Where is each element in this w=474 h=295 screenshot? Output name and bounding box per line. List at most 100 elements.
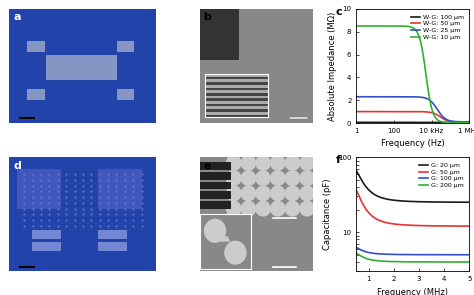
Line: W-G: 50 μm: W-G: 50 μm bbox=[356, 112, 469, 122]
Line: G: 50 μm: G: 50 μm bbox=[356, 190, 469, 226]
G: 200 μm: (4.19, 4.01): 200 μm: (4.19, 4.01) bbox=[446, 260, 452, 264]
Circle shape bbox=[226, 185, 242, 201]
Circle shape bbox=[299, 170, 315, 186]
Bar bbox=[200, 182, 231, 189]
Circle shape bbox=[226, 201, 242, 217]
W-G: 10 μm: (7.17e+05, 0.04): 10 μm: (7.17e+05, 0.04) bbox=[464, 121, 469, 124]
Circle shape bbox=[299, 185, 315, 201]
G: 200 μm: (2.66, 4.02): 200 μm: (2.66, 4.02) bbox=[408, 260, 413, 264]
G: 50 μm: (5, 12.1): 50 μm: (5, 12.1) bbox=[466, 224, 472, 228]
Circle shape bbox=[226, 170, 242, 186]
Line: W-G: 25 μm: W-G: 25 μm bbox=[356, 97, 469, 122]
W-G: 25 μm: (8.28e+04, 0.221): 25 μm: (8.28e+04, 0.221) bbox=[446, 119, 452, 122]
W-G: 50 μm: (707, 0.999): 50 μm: (707, 0.999) bbox=[407, 110, 413, 113]
G: 50 μm: (0.5, 36.6): 50 μm: (0.5, 36.6) bbox=[354, 188, 359, 192]
W-G: 100 μm: (1.76e+03, 0.06): 100 μm: (1.76e+03, 0.06) bbox=[415, 121, 420, 124]
Circle shape bbox=[226, 155, 242, 171]
Text: a: a bbox=[14, 12, 21, 22]
G: 100 μm: (4.19, 5.01): 100 μm: (4.19, 5.01) bbox=[446, 253, 452, 256]
W-G: 25 μm: (1, 2.3): 25 μm: (1, 2.3) bbox=[354, 95, 359, 99]
Circle shape bbox=[284, 155, 301, 171]
G: 100 μm: (2.64, 5.02): 100 μm: (2.64, 5.02) bbox=[407, 253, 413, 256]
G: 50 μm: (2.66, 12.4): 50 μm: (2.66, 12.4) bbox=[408, 224, 413, 227]
Text: d: d bbox=[14, 161, 22, 171]
Circle shape bbox=[270, 185, 286, 201]
G: 50 μm: (4.19, 12.1): 50 μm: (4.19, 12.1) bbox=[446, 224, 452, 228]
Circle shape bbox=[270, 201, 286, 217]
Bar bbox=[98, 230, 127, 240]
G: 50 μm: (2.93, 12.3): 50 μm: (2.93, 12.3) bbox=[415, 224, 420, 227]
W-G: 100 μm: (707, 0.06): 100 μm: (707, 0.06) bbox=[407, 121, 413, 124]
G: 100 μm: (2.93, 5.02): 100 μm: (2.93, 5.02) bbox=[415, 253, 420, 256]
W-G: 50 μm: (1e+06, 0.0608): 50 μm: (1e+06, 0.0608) bbox=[466, 121, 472, 124]
Circle shape bbox=[255, 201, 271, 217]
W-G: 50 μm: (1.76e+03, 0.997): 50 μm: (1.76e+03, 0.997) bbox=[415, 110, 420, 113]
W-G: 100 μm: (7.17e+05, 0.0301): 100 μm: (7.17e+05, 0.0301) bbox=[464, 121, 469, 124]
Bar bbox=[117, 41, 134, 52]
G: 20 μm: (4.89, 25.1): 20 μm: (4.89, 25.1) bbox=[464, 200, 469, 204]
G: 20 μm: (3.18, 25.4): 20 μm: (3.18, 25.4) bbox=[421, 200, 427, 204]
W-G: 100 μm: (8.28e+04, 0.038): 100 μm: (8.28e+04, 0.038) bbox=[446, 121, 452, 124]
G: 200 μm: (2.64, 4.02): 200 μm: (2.64, 4.02) bbox=[407, 260, 413, 264]
W-G: 50 μm: (769, 0.999): 50 μm: (769, 0.999) bbox=[408, 110, 413, 113]
Circle shape bbox=[255, 185, 271, 201]
Circle shape bbox=[240, 155, 256, 171]
Bar bbox=[200, 172, 231, 179]
W-G: 25 μm: (7.17e+05, 0.102): 25 μm: (7.17e+05, 0.102) bbox=[464, 120, 469, 124]
W-G: 10 μm: (1, 8.5): 10 μm: (1, 8.5) bbox=[354, 24, 359, 28]
Circle shape bbox=[240, 201, 256, 217]
W-G: 50 μm: (3.73e+03, 0.986): 50 μm: (3.73e+03, 0.986) bbox=[421, 110, 427, 114]
W-G: 100 μm: (769, 0.06): 100 μm: (769, 0.06) bbox=[408, 121, 413, 124]
Text: c: c bbox=[336, 6, 343, 17]
Circle shape bbox=[284, 201, 301, 217]
W-G: 10 μm: (3.73e+03, 5.76): 10 μm: (3.73e+03, 5.76) bbox=[421, 55, 427, 59]
Line: W-G: 10 μm: W-G: 10 μm bbox=[356, 26, 469, 122]
G: 20 μm: (4.19, 25.2): 20 μm: (4.19, 25.2) bbox=[446, 200, 452, 204]
Bar bbox=[27, 41, 45, 52]
Circle shape bbox=[255, 155, 271, 171]
G: 20 μm: (2.93, 25.6): 20 μm: (2.93, 25.6) bbox=[415, 200, 420, 204]
G: 20 μm: (0.5, 66.2): 20 μm: (0.5, 66.2) bbox=[354, 169, 359, 173]
Circle shape bbox=[240, 185, 256, 201]
Circle shape bbox=[270, 155, 286, 171]
Bar bbox=[117, 89, 134, 100]
Line: G: 200 μm: G: 200 μm bbox=[356, 253, 469, 262]
W-G: 50 μm: (7.17e+05, 0.0616): 50 μm: (7.17e+05, 0.0616) bbox=[464, 121, 469, 124]
W-G: 10 μm: (1e+06, 0.04): 10 μm: (1e+06, 0.04) bbox=[466, 121, 472, 124]
Text: e: e bbox=[203, 161, 211, 171]
W-G: 25 μm: (707, 2.3): 25 μm: (707, 2.3) bbox=[407, 95, 413, 99]
Bar bbox=[46, 55, 117, 80]
Bar bbox=[200, 201, 231, 209]
Circle shape bbox=[240, 170, 256, 186]
W-G: 10 μm: (8.28e+04, 0.0476): 10 μm: (8.28e+04, 0.0476) bbox=[446, 121, 452, 124]
Circle shape bbox=[270, 170, 286, 186]
G: 100 μm: (2.66, 5.02): 100 μm: (2.66, 5.02) bbox=[408, 253, 413, 256]
Circle shape bbox=[284, 185, 301, 201]
W-G: 10 μm: (1.76e+03, 7.92): 10 μm: (1.76e+03, 7.92) bbox=[415, 31, 420, 35]
Text: b: b bbox=[203, 12, 211, 22]
Bar bbox=[27, 89, 45, 100]
Bar bbox=[200, 191, 231, 199]
Circle shape bbox=[284, 170, 301, 186]
Legend: W-G: 100 μm, W-G: 50 μm, W-G: 25 μm, W-G: 10 μm: W-G: 100 μm, W-G: 50 μm, W-G: 25 μm, W-G… bbox=[408, 12, 466, 42]
Circle shape bbox=[299, 155, 315, 171]
G: 20 μm: (5, 25.1): 20 μm: (5, 25.1) bbox=[466, 201, 472, 204]
G: 100 μm: (4.89, 5): 100 μm: (4.89, 5) bbox=[464, 253, 469, 257]
W-G: 25 μm: (1e+06, 0.101): 25 μm: (1e+06, 0.101) bbox=[466, 120, 472, 124]
Legend: G: 20 μm, G: 50 μm, G: 100 μm, G: 200 μm: G: 20 μm, G: 50 μm, G: 100 μm, G: 200 μm bbox=[416, 160, 466, 191]
Bar bbox=[31, 242, 61, 251]
G: 200 μm: (4.89, 4): 200 μm: (4.89, 4) bbox=[464, 260, 469, 264]
X-axis label: Frequency (Hz): Frequency (Hz) bbox=[381, 140, 445, 148]
Circle shape bbox=[299, 201, 315, 217]
W-G: 50 μm: (8.28e+04, 0.169): 50 μm: (8.28e+04, 0.169) bbox=[446, 119, 452, 123]
Y-axis label: Capacitance (pF): Capacitance (pF) bbox=[323, 178, 332, 250]
X-axis label: Frequency (MHz): Frequency (MHz) bbox=[377, 288, 448, 295]
G: 100 μm: (0.5, 6.27): 100 μm: (0.5, 6.27) bbox=[354, 246, 359, 249]
W-G: 100 μm: (1, 0.06): 100 μm: (1, 0.06) bbox=[354, 121, 359, 124]
W-G: 50 μm: (1, 1): 50 μm: (1, 1) bbox=[354, 110, 359, 113]
W-G: 100 μm: (3.73e+03, 0.0598): 100 μm: (3.73e+03, 0.0598) bbox=[421, 121, 427, 124]
G: 20 μm: (2.66, 25.7): 20 μm: (2.66, 25.7) bbox=[408, 200, 413, 203]
G: 50 μm: (3.18, 12.2): 50 μm: (3.18, 12.2) bbox=[421, 224, 427, 227]
Line: W-G: 100 μm: W-G: 100 μm bbox=[356, 122, 469, 123]
Bar bbox=[200, 9, 239, 60]
